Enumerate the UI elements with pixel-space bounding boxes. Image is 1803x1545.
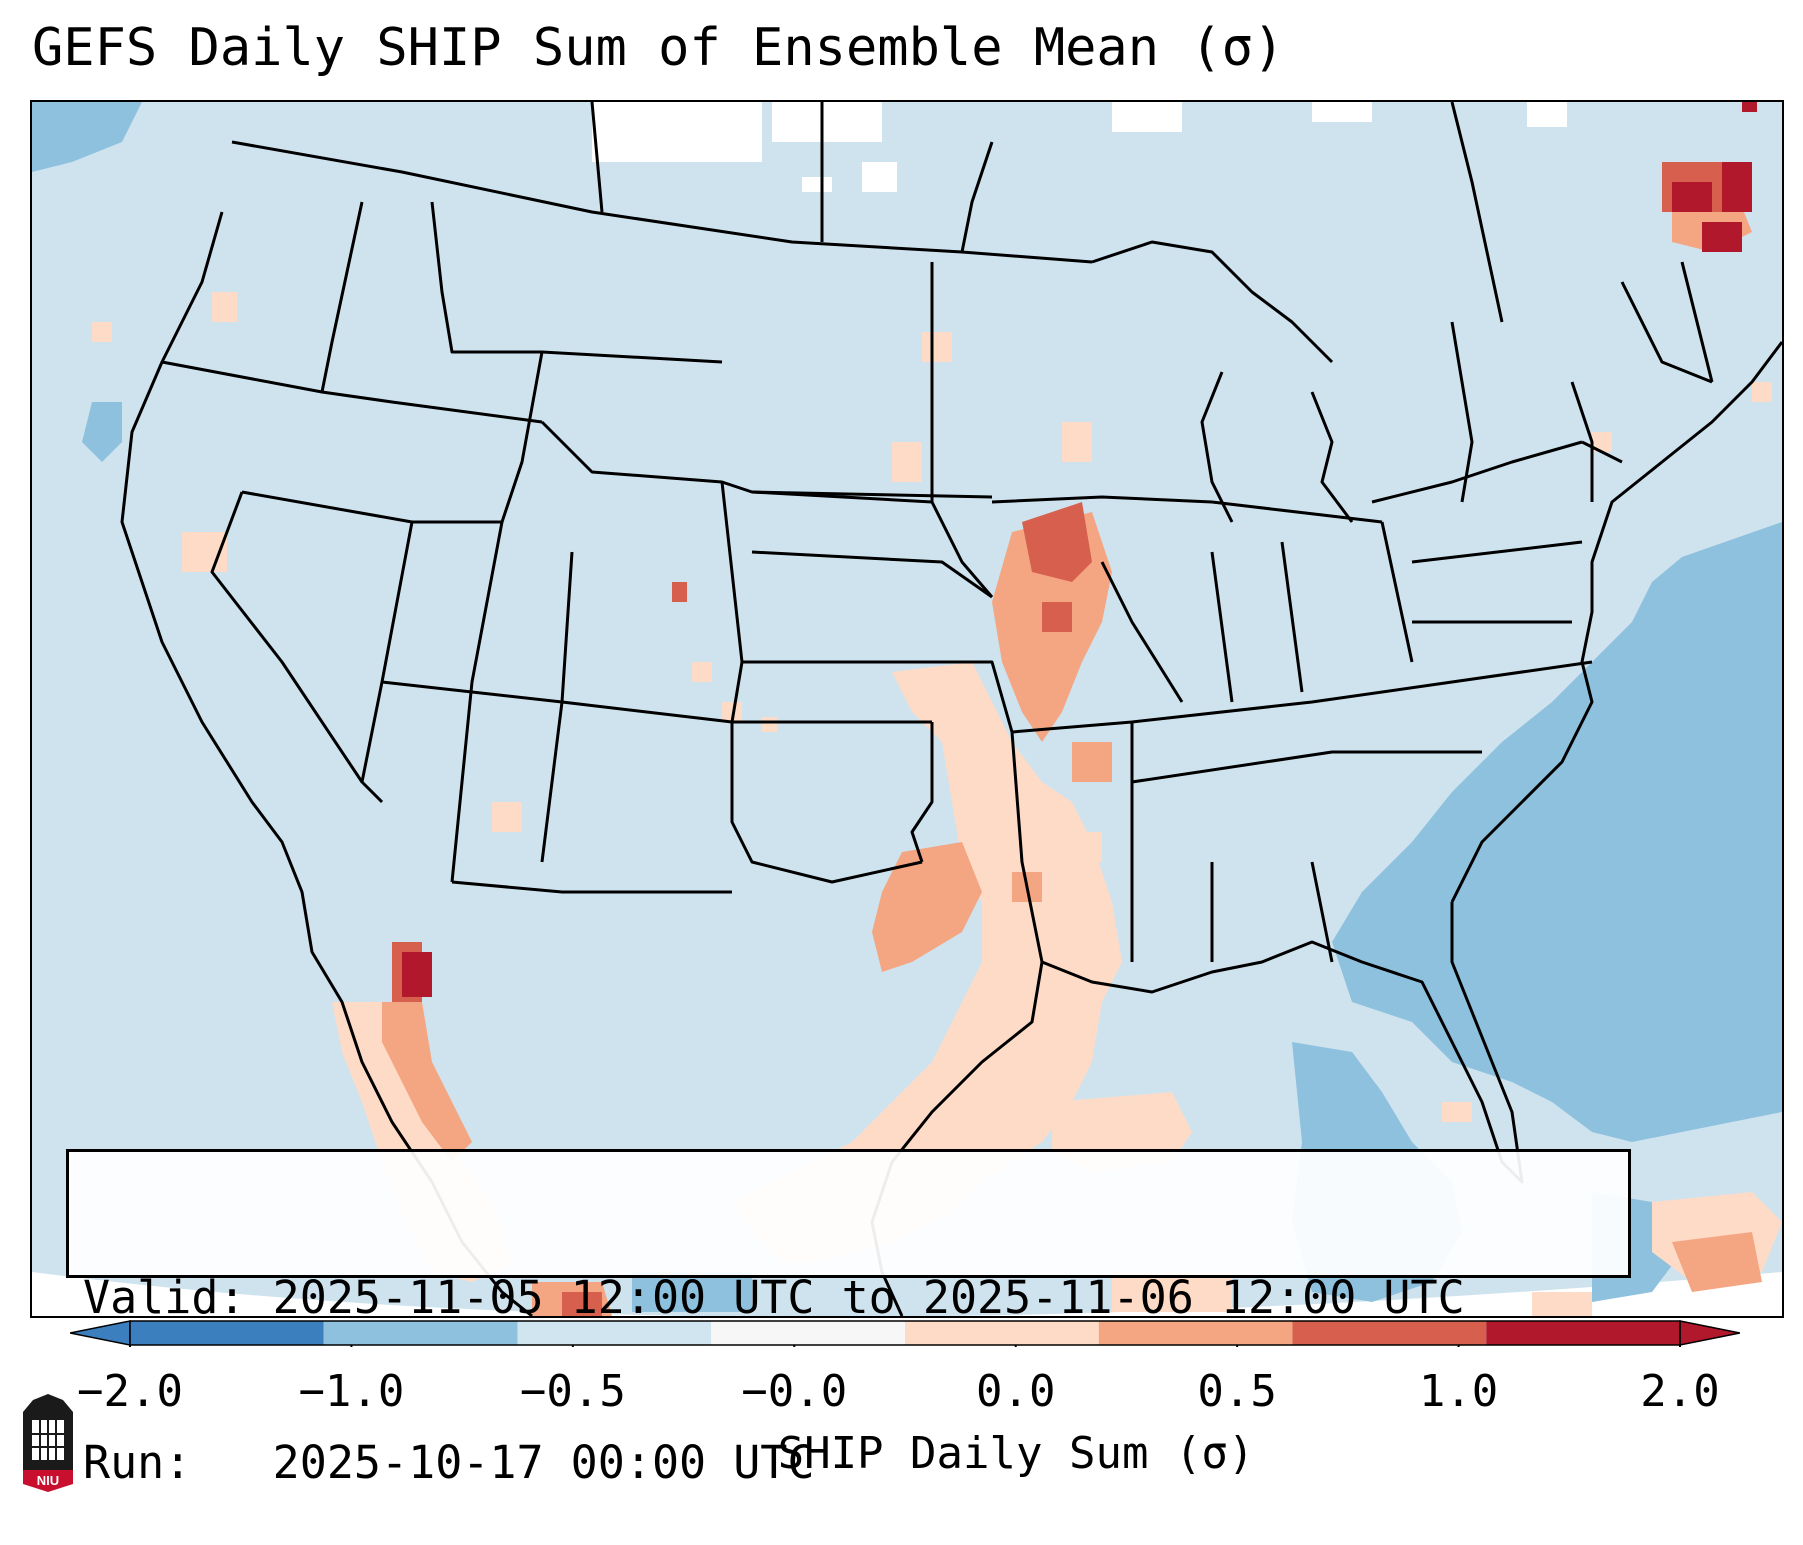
run-time-line: Run: 2025-10-17 00:00 UTC xyxy=(83,1436,815,1489)
colorbar-tick-label: 1.0 xyxy=(1418,1366,1499,1417)
ship-anomaly-map xyxy=(32,102,1782,1316)
colorbar-label: SHIP Daily Sum (σ) xyxy=(777,1428,1255,1479)
colorbar-tick-label: −2.0 xyxy=(77,1366,183,1417)
logo-text: NIU xyxy=(37,1473,59,1488)
colorbar-tick-label: 2.0 xyxy=(1640,1366,1720,1417)
colorbar-segment xyxy=(517,1321,712,1345)
valid-time-line: Valid: 2025-11-05 12:00 UTC to 2025-11-0… xyxy=(83,1271,1465,1324)
map-panel xyxy=(30,100,1784,1318)
colorbar-segment xyxy=(1486,1321,1680,1345)
colorbar-segment xyxy=(1098,1321,1293,1345)
colorbar-segment xyxy=(711,1321,905,1345)
positive-anomaly-max xyxy=(402,102,1757,997)
colorbar-tick-label: 0.0 xyxy=(975,1366,1056,1417)
colorbar-segment xyxy=(905,1321,1099,1345)
colorbar-segment xyxy=(1292,1321,1487,1345)
validity-info-box: Valid: 2025-11-05 12:00 UTC to 2025-11-0… xyxy=(66,1149,1631,1489)
colorbar-extend-high xyxy=(1679,1320,1740,1346)
map-title: GEFS Daily SHIP Sum of Ensemble Mean (σ) xyxy=(32,18,1285,78)
colorbar xyxy=(70,1320,1740,1347)
colorbar-segment xyxy=(323,1321,518,1345)
colorbar-frame xyxy=(129,1320,1681,1346)
colorbar-tick-label: −1.0 xyxy=(298,1366,405,1417)
niu-logo: NIU xyxy=(23,1394,73,1492)
colorbar-tick-label: −0.5 xyxy=(519,1366,626,1417)
near-zero-areas xyxy=(592,102,1567,192)
colorbar-tick-label: 0.5 xyxy=(1197,1366,1277,1417)
colorbar-tick-label: −0.0 xyxy=(741,1366,848,1417)
colorbar-segment xyxy=(130,1321,324,1345)
projection-edge xyxy=(32,1272,1782,1316)
colorbar-extend-low xyxy=(70,1320,131,1346)
